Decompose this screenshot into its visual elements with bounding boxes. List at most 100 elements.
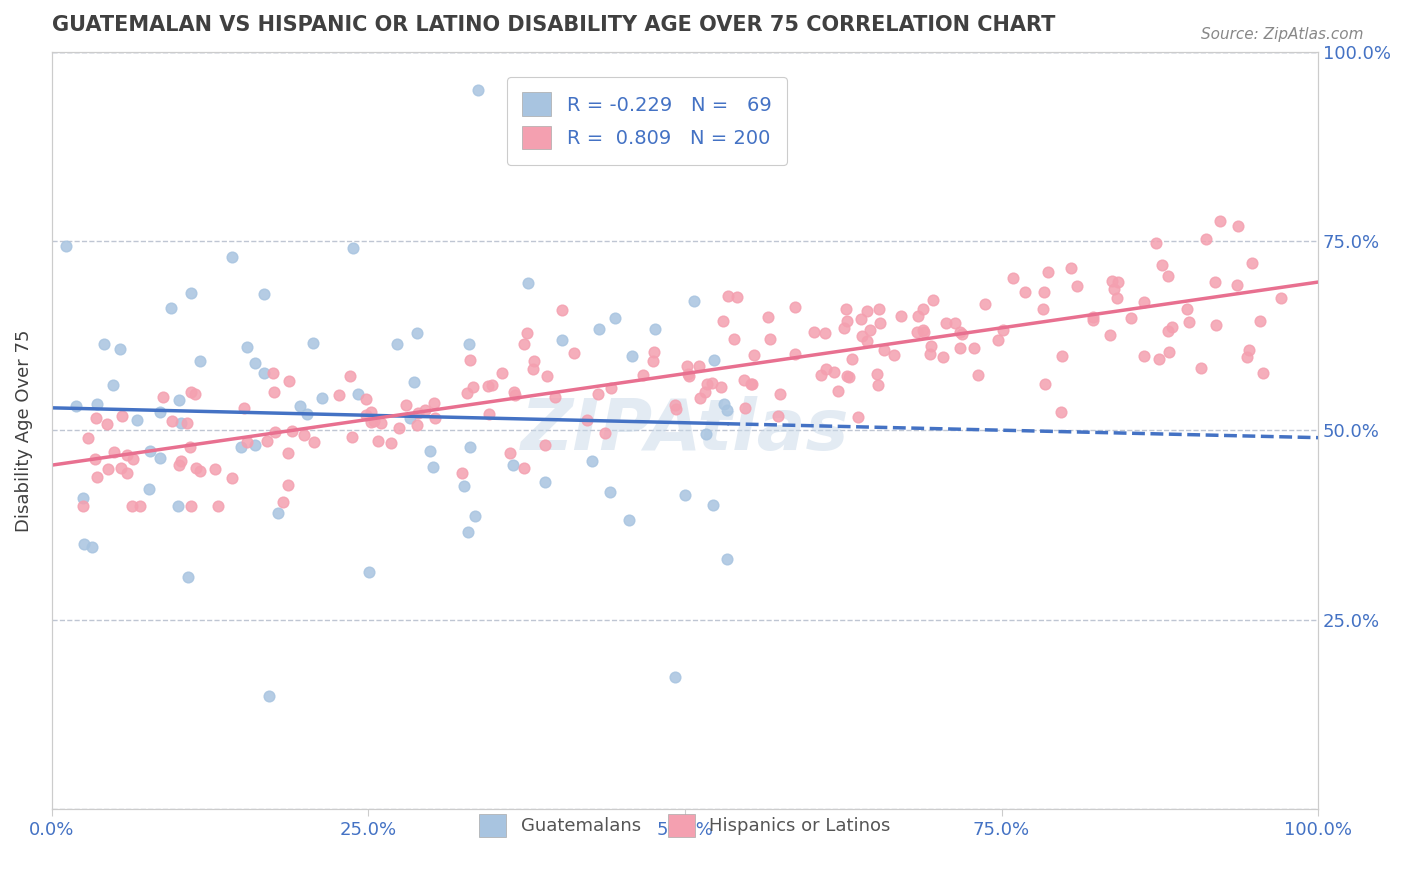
Point [399, 411, 422, 425]
Point [759, 332, 782, 346]
Point [180, 500, 202, 514]
Point [423, 396, 446, 410]
Point [245, 438, 267, 452]
Point [339, 369, 361, 384]
Point [491, 366, 513, 380]
Y-axis label: Disability Age Over 75: Disability Age Over 75 [15, 329, 32, 532]
Text: ZIPAtlas: ZIPAtlas [520, 396, 849, 465]
Point [360, 405, 382, 419]
Point [949, 325, 972, 339]
Point [451, 467, 474, 481]
Point [1102, 282, 1125, 296]
Point [576, 413, 599, 427]
Point [278, 375, 301, 389]
Point [1204, 276, 1226, 290]
Point [1066, 278, 1088, 293]
Point [458, 353, 481, 368]
Point [162, 414, 184, 428]
Point [176, 416, 198, 430]
Point [644, 322, 666, 336]
Point [1098, 327, 1121, 342]
Point [966, 368, 988, 383]
Point [717, 289, 740, 303]
Point [675, 359, 697, 374]
Point [1195, 232, 1218, 246]
Point [263, 385, 285, 400]
Point [814, 326, 837, 340]
Point [973, 297, 995, 311]
Point [733, 373, 755, 387]
Point [354, 408, 377, 422]
Point [544, 391, 567, 405]
Point [1059, 260, 1081, 275]
Point [129, 500, 152, 514]
Point [149, 405, 172, 419]
Point [1150, 258, 1173, 272]
Point [481, 378, 503, 392]
Point [846, 409, 869, 424]
Point [856, 334, 879, 348]
Point [987, 333, 1010, 347]
Point [180, 385, 202, 400]
Point [513, 337, 536, 351]
Point [111, 409, 134, 423]
Point [467, 83, 489, 97]
Point [457, 524, 479, 539]
Point [277, 446, 299, 460]
Point [304, 434, 326, 449]
Point [1107, 291, 1129, 305]
Point [1253, 366, 1275, 380]
Point [599, 381, 621, 395]
Point [1121, 311, 1143, 326]
Point [676, 367, 699, 381]
Point [523, 354, 546, 368]
Point [271, 495, 294, 509]
Point [682, 293, 704, 308]
Point [1014, 285, 1036, 299]
Point [856, 303, 879, 318]
Point [96, 417, 118, 431]
Point [184, 461, 207, 475]
Point [734, 401, 756, 416]
Point [170, 453, 193, 467]
Point [1081, 310, 1104, 325]
Point [204, 462, 226, 476]
Point [179, 440, 201, 454]
Point [912, 302, 935, 317]
Point [695, 426, 717, 441]
Point [1033, 376, 1056, 391]
Point [522, 361, 544, 376]
Point [295, 407, 318, 421]
Point [534, 438, 557, 452]
Point [586, 386, 609, 401]
Point [620, 349, 643, 363]
Point [768, 409, 790, 423]
Point [380, 435, 402, 450]
Point [1144, 235, 1167, 250]
Point [139, 444, 162, 458]
Point [422, 459, 444, 474]
Point [921, 293, 943, 307]
Point [912, 322, 935, 336]
Point [949, 342, 972, 356]
Point [1157, 269, 1180, 284]
Point [516, 326, 538, 341]
Point [406, 418, 429, 433]
Point [841, 351, 863, 366]
Point [82, 540, 104, 554]
Point [581, 454, 603, 468]
Point [665, 401, 688, 416]
Point [97, 462, 120, 476]
Point [723, 332, 745, 346]
Point [1159, 344, 1181, 359]
Point [932, 350, 955, 364]
Point [138, 482, 160, 496]
Point [115, 467, 138, 481]
Point [149, 450, 172, 465]
Point [785, 300, 807, 314]
Point [253, 287, 276, 301]
Point [851, 328, 873, 343]
Point [716, 552, 738, 566]
Point [643, 344, 665, 359]
Point [914, 325, 936, 339]
